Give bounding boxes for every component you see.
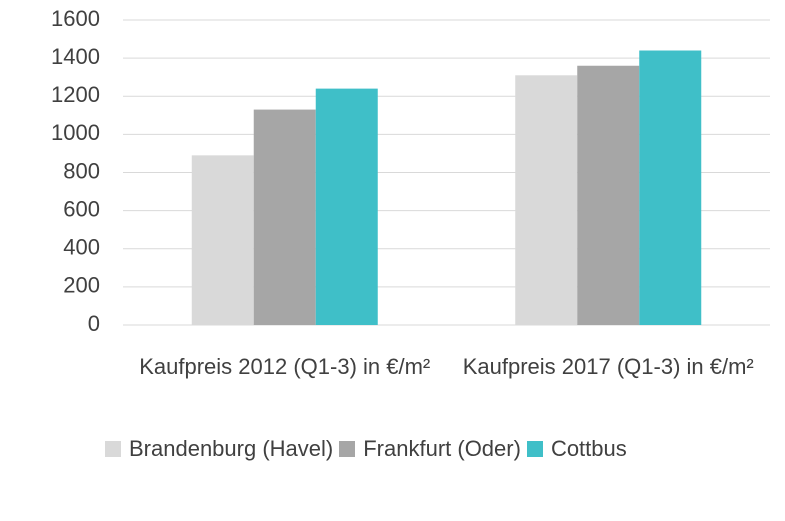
chart: 0 200 400 600 800 1000 1200 1400 1600 — [51, 6, 770, 336]
legend-label: Cottbus — [550, 436, 627, 461]
y-tick-label: 200 — [63, 273, 100, 298]
legend-label: Frankfurt (Oder) — [363, 436, 521, 461]
y-tick-label: 1600 — [51, 6, 100, 31]
legend-item: Cottbus — [526, 436, 627, 462]
y-tick-label: 1000 — [51, 120, 100, 145]
bar — [639, 50, 702, 325]
y-tick-label: 600 — [63, 196, 100, 221]
legend-item: Frankfurt (Oder) — [339, 436, 521, 462]
bar — [191, 155, 254, 325]
legend: Brandenburg (Havel) Frankfurt (Oder) Cottb… — [105, 436, 665, 462]
y-tick-label: 1200 — [51, 82, 100, 107]
legend-swatch — [339, 441, 356, 457]
legend-swatch — [105, 441, 121, 457]
legend-item: Brandenburg (Havel) — [105, 436, 333, 462]
y-tick-label: 400 — [63, 235, 100, 260]
x-tick-label: Kaufpreis 2012 (Q1-3) in €/m² — [139, 354, 431, 379]
bar — [577, 65, 640, 325]
x-tick-label: Kaufpreis 2017 (Q1-3) in €/m² — [462, 354, 754, 379]
legend-label: Brandenburg (Havel) — [129, 436, 334, 461]
legend-swatch — [526, 441, 543, 457]
y-tick-label: 0 — [88, 311, 100, 336]
y-tick-label: 800 — [63, 158, 100, 183]
bar — [515, 75, 578, 325]
bar — [253, 109, 316, 325]
y-tick-label: 1400 — [51, 44, 100, 69]
bar — [315, 88, 378, 325]
